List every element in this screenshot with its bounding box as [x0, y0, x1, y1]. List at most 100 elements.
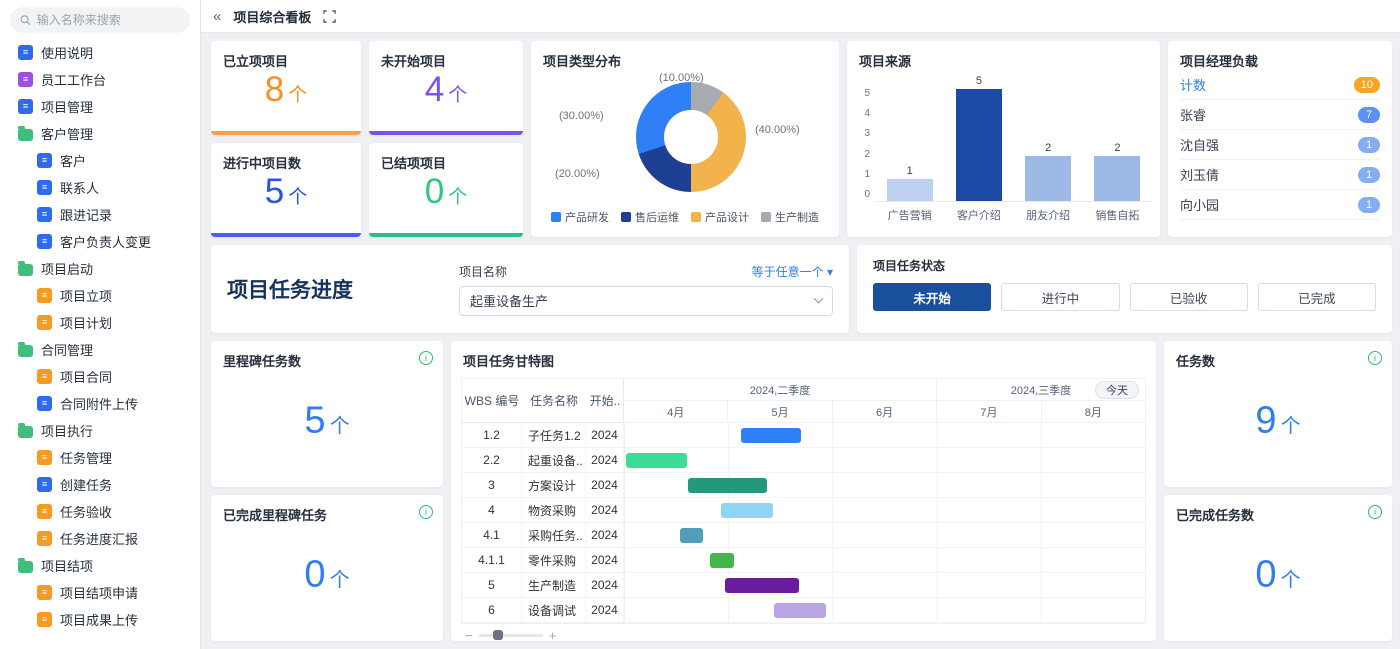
- zoom-out-icon[interactable]: −: [465, 627, 473, 642]
- operator-dropdown[interactable]: 等于任意一个 ▾: [751, 264, 833, 279]
- gantt-table-header: WBS 编号 任务名称 开始..: [462, 379, 623, 423]
- sidebar-item[interactable]: ≡ 项目计划: [0, 309, 200, 336]
- sidebar-item[interactable]: ≡ 客户: [0, 147, 200, 174]
- status-filter-button[interactable]: 已完成: [1257, 283, 1376, 311]
- folder-icon: [18, 260, 33, 276]
- sidebar-item-label: 项目立项: [60, 289, 113, 304]
- zoom-handle[interactable]: [492, 629, 503, 640]
- manager-name[interactable]: 计数: [1180, 78, 1207, 93]
- fullscreen-icon[interactable]: [323, 9, 337, 23]
- task-name-cell: 子任务1.2: [522, 423, 586, 447]
- quarter-headers: 2024,二季度 2024,三季度: [624, 379, 1145, 400]
- gantt-bar[interactable]: [687, 478, 767, 493]
- sidebar-item[interactable]: 客户管理: [0, 120, 200, 147]
- task-progress-report-icon: ≡: [37, 531, 52, 546]
- search-input[interactable]: [36, 13, 180, 27]
- task-acceptance-icon: ≡: [37, 504, 52, 519]
- tab-dashboard[interactable]: 项目综合看板: [233, 9, 312, 25]
- status-filter-button[interactable]: 进行中: [1001, 283, 1120, 311]
- pct-label: (40.00%): [755, 124, 800, 136]
- info-icon[interactable]: i: [1368, 505, 1382, 519]
- stat-card-title: 进行中项目数: [223, 156, 302, 171]
- wbs-cell: 6: [462, 598, 522, 622]
- sidebar-item[interactable]: ≡ 项目立项: [0, 282, 200, 309]
- manager-row: 沈自强 1: [1180, 130, 1380, 160]
- gantt-bar[interactable]: [741, 428, 801, 443]
- status-buttons: 未开始 进行中 已验收 已完成: [873, 283, 1376, 311]
- gantt-bar-row: [624, 473, 1145, 498]
- bar: [1094, 156, 1141, 201]
- y-tick: 3: [864, 128, 870, 140]
- gantt-bar[interactable]: [679, 528, 704, 543]
- sidebar-item[interactable]: ≡ 项目合同: [0, 363, 200, 390]
- legend-item[interactable]: 产品研发: [551, 209, 609, 225]
- project-management-icon: ≡: [18, 99, 33, 114]
- sidebar-item[interactable]: ≡ 创建任务: [0, 471, 200, 498]
- task-management-icon: ≡: [37, 450, 52, 465]
- sidebar-item-label: 合同管理: [41, 343, 94, 358]
- x-category: 广告营销: [887, 210, 932, 222]
- task-name-cell: 采购任务..: [522, 523, 586, 547]
- bar-value: 2: [1045, 142, 1052, 155]
- today-button[interactable]: 今天: [1095, 381, 1139, 399]
- start-date-cell: 2024: [586, 473, 624, 497]
- project-plan-icon: ≡: [37, 315, 52, 330]
- info-icon[interactable]: i: [419, 351, 433, 365]
- sidebar-item[interactable]: 项目结项: [0, 552, 200, 579]
- sidebar-search[interactable]: [10, 7, 190, 33]
- sidebar-item[interactable]: ≡ 项目管理: [0, 93, 200, 120]
- sidebar-item[interactable]: ≡ 员工工作台: [0, 66, 200, 93]
- sidebar-item[interactable]: ≡ 任务管理: [0, 444, 200, 471]
- sidebar-item[interactable]: 项目执行: [0, 417, 200, 444]
- bar-value: 5: [975, 75, 982, 87]
- folder-icon: [18, 422, 33, 438]
- sidebar-item[interactable]: ≡ 项目成果上传: [0, 606, 200, 633]
- legend-item[interactable]: 产品设计: [691, 209, 749, 225]
- sidebar-item-label: 项目启动: [41, 262, 94, 277]
- zoom-in-icon[interactable]: +: [548, 627, 557, 642]
- info-icon[interactable]: i: [419, 505, 433, 519]
- sidebar-item[interactable]: ≡ 任务验收: [0, 498, 200, 525]
- gantt-bar[interactable]: [709, 553, 735, 568]
- legend-label: 产品设计: [705, 212, 749, 224]
- sidebar-item[interactable]: ≡ 联系人: [0, 174, 200, 201]
- zoom-track[interactable]: [478, 629, 543, 640]
- gantt-table-row: 4.1 采购任务.. 2024: [462, 523, 624, 548]
- sidebar-item[interactable]: ≡ 项目结项申请: [0, 579, 200, 606]
- gantt-table-row: 4 物资采购 2024: [462, 498, 624, 523]
- project-select[interactable]: 起重设备生产: [459, 285, 833, 316]
- status-filter-button[interactable]: 未开始: [873, 283, 992, 311]
- legend-item[interactable]: 售后运维: [621, 209, 679, 225]
- gantt-bar[interactable]: [724, 578, 800, 593]
- status-filter-button[interactable]: 已验收: [1129, 283, 1248, 311]
- sidebar-item-label: 客户管理: [41, 127, 94, 142]
- sidebar-item[interactable]: ≡ 任务进度汇报: [0, 525, 200, 552]
- gantt-bar[interactable]: [774, 603, 827, 618]
- sidebar-item[interactable]: 项目启动: [0, 255, 200, 282]
- sidebar-item[interactable]: ≡ 使用说明: [0, 39, 200, 66]
- task-name-cell: 方案设计: [522, 473, 586, 497]
- info-icon[interactable]: i: [1368, 351, 1382, 365]
- month-header-row: 4月 5月 6月 7月 8月: [624, 401, 1145, 423]
- gantt-bar[interactable]: [625, 453, 688, 468]
- sidebar-item[interactable]: ≡ 跟进记录: [0, 201, 200, 228]
- collapse-sidebar-icon[interactable]: «: [213, 7, 222, 25]
- legend-label: 产品研发: [565, 212, 609, 224]
- legend-item[interactable]: 生产制造: [761, 209, 819, 225]
- sidebar-item[interactable]: ≡ 合同附件上传: [0, 390, 200, 417]
- card-title: 项目来源: [859, 54, 912, 69]
- sidebar-item[interactable]: ≡ 客户负责人变更: [0, 228, 200, 255]
- start-date-cell: 2024: [586, 523, 624, 547]
- gantt-bar[interactable]: [720, 503, 773, 518]
- quarter-header-row: 2024,二季度 2024,三季度 今天: [624, 379, 1145, 401]
- sidebar-item[interactable]: 合同管理: [0, 336, 200, 363]
